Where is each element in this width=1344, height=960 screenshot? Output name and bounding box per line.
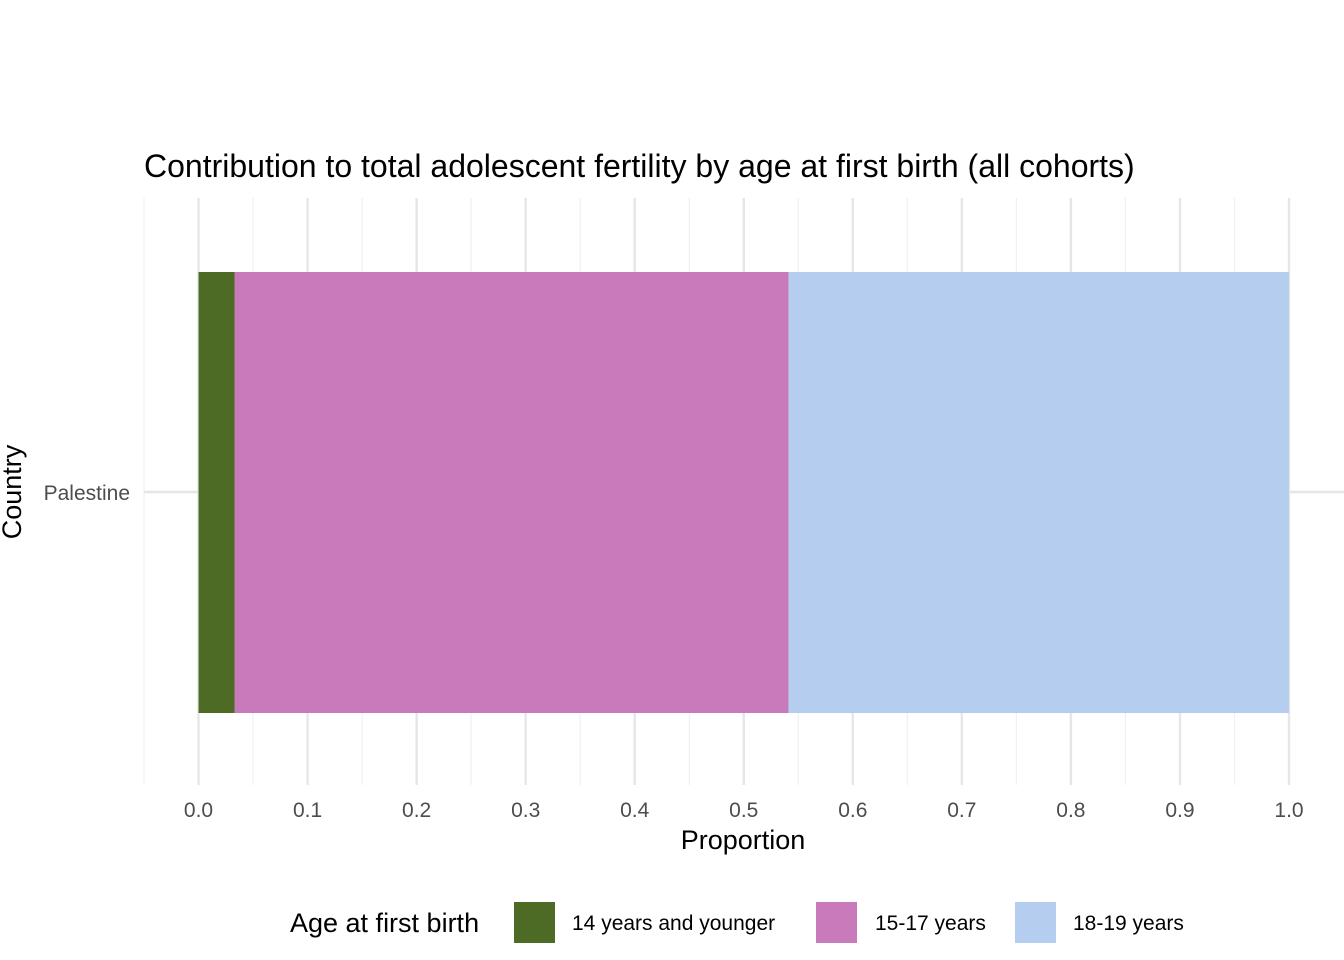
- x-tick-label: 1.0: [1274, 799, 1303, 822]
- legend-swatch-1: [514, 902, 555, 943]
- legend-label-3: 18-19 years: [1073, 912, 1184, 935]
- bar-segment-3: [788, 272, 1289, 713]
- bar-segment-1: [198, 272, 235, 713]
- x-tick-label: 0.9: [1165, 799, 1194, 822]
- legend-swatch-3: [1015, 902, 1056, 943]
- x-tick-label: 0.5: [729, 799, 758, 822]
- x-tick-label: 0.8: [1056, 799, 1085, 822]
- x-tick-label: 0.6: [838, 799, 867, 822]
- x-tick-label: 0.0: [184, 799, 213, 822]
- legend-items: 14 years and younger 15-17 years 18-19 yea…: [514, 902, 1184, 943]
- y-axis-title: Country: [0, 444, 27, 539]
- legend-title: Age at first birth: [290, 908, 479, 938]
- x-tick-label: 0.7: [947, 799, 976, 822]
- chart-title: Contribution to total adolescent fertili…: [144, 148, 1135, 184]
- x-axis-title: Proportion: [681, 825, 806, 855]
- legend: Age at first birth 14 years and younger 1…: [290, 902, 1184, 943]
- legend-label-1: 14 years and younger: [572, 912, 775, 935]
- x-tick-label: 0.2: [402, 799, 431, 822]
- x-tick-labels: 0.0 0.1 0.2 0.3 0.4 0.5 0.6 0.7 0.8 0.9 1.0: [184, 799, 1304, 822]
- y-tick-labels: Palestine: [44, 482, 130, 505]
- bar-segment-2: [234, 272, 789, 713]
- x-tick-label: 0.4: [620, 799, 650, 822]
- x-tick-label: 0.1: [293, 799, 322, 822]
- y-tick-label: Palestine: [44, 482, 130, 505]
- bars-layer: [198, 272, 1289, 713]
- x-tick-label: 0.3: [511, 799, 540, 822]
- legend-swatch-2: [816, 902, 857, 943]
- legend-label-2: 15-17 years: [875, 912, 986, 935]
